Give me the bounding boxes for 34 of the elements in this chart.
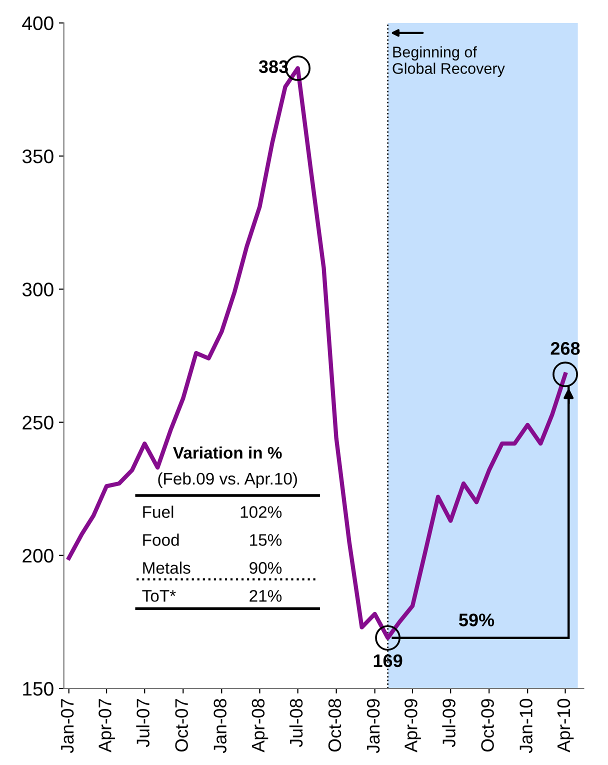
y-tick-label: 150 [23,682,54,696]
annotation: Variation in % [173,446,282,459]
ref-line-label: Beginning of Global Recovery [392,46,505,77]
annotation: 90% [250,562,282,574]
y-tick-label: 400 [22,16,54,30]
annotation: 15% [250,534,282,546]
x-tick-label: Oct-07 [175,699,188,752]
x-tick-label: Oct-08 [328,699,342,752]
x-tick-label: Jan-07 [60,699,74,754]
x-tick-label: Oct-09 [481,699,494,752]
y-tick-label: 200 [22,548,54,563]
y-tick-label: 350 [22,150,54,164]
x-tick-label: Apr-08 [252,699,268,752]
annotation: Food [143,534,179,546]
x-tick-label: Apr-09 [404,699,421,752]
x-tick-label: Jan-08 [214,699,226,754]
x-tick-label: Jan-10 [520,698,532,754]
annotation: 21% [250,590,282,602]
x-tick-label: Apr-10 [557,698,574,752]
x-tick-label: Jul-08 [289,699,303,748]
y-tick-label: 250 [22,416,54,430]
annotation: Fuel [143,506,174,518]
y-tick-label: 300 [22,282,54,296]
x-tick-label: Jul-09 [442,699,456,748]
x-tick-label: Jul-07 [136,699,150,748]
x-tick-label: Apr-07 [98,699,115,752]
annotation: (Feb.09 vs. Apr.10) [158,472,297,488]
annotation: 268 [550,342,580,355]
x-tick-label: Jan-09 [366,699,380,754]
annotation: ToT* [142,590,176,602]
annotation: 102% [240,506,282,518]
annotation: Metals [143,562,190,574]
annotation: 59% [459,614,494,626]
annotation: 169 [374,654,402,668]
